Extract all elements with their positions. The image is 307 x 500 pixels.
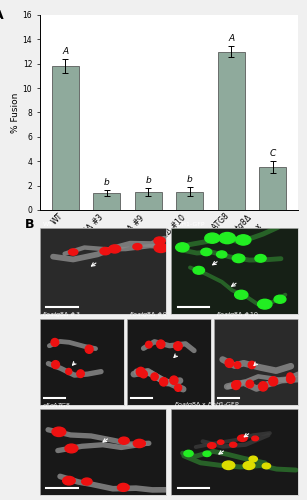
- Circle shape: [235, 290, 248, 300]
- Text: C: C: [270, 149, 276, 158]
- Circle shape: [184, 450, 193, 456]
- Circle shape: [248, 362, 255, 368]
- Circle shape: [170, 376, 178, 384]
- Circle shape: [230, 442, 237, 447]
- Text: b: b: [104, 178, 110, 188]
- Circle shape: [65, 444, 78, 453]
- Circle shape: [249, 456, 257, 462]
- Circle shape: [157, 340, 165, 348]
- Circle shape: [68, 249, 78, 255]
- Circle shape: [66, 368, 72, 374]
- Circle shape: [151, 373, 158, 380]
- Circle shape: [208, 442, 216, 448]
- Circle shape: [63, 476, 75, 485]
- Circle shape: [234, 380, 241, 388]
- Circle shape: [193, 266, 204, 274]
- Circle shape: [225, 358, 234, 368]
- Bar: [218, 52, 245, 210]
- Circle shape: [222, 461, 235, 469]
- Bar: [93, 194, 120, 210]
- Text: $\it{Foatg8\Delta}$ #9: $\it{Foatg8\Delta}$ #9: [129, 310, 167, 318]
- Circle shape: [82, 478, 92, 485]
- Circle shape: [154, 244, 168, 252]
- Circle shape: [175, 384, 182, 392]
- Text: A: A: [0, 9, 3, 22]
- Circle shape: [154, 237, 165, 244]
- Text: $\it{Foatg8\Delta}$ #10: $\it{Foatg8\Delta}$ #10: [216, 310, 258, 318]
- Circle shape: [216, 251, 227, 258]
- Circle shape: [287, 373, 293, 380]
- Bar: [52, 66, 79, 210]
- Text: $\it{Foatg8\Delta}$ #3: $\it{Foatg8\Delta}$ #3: [41, 310, 80, 318]
- Bar: [134, 192, 161, 210]
- Circle shape: [77, 370, 84, 378]
- Circle shape: [52, 427, 66, 436]
- Circle shape: [160, 378, 168, 386]
- Circle shape: [119, 437, 129, 444]
- Text: B: B: [25, 218, 34, 231]
- Text: b: b: [145, 176, 151, 185]
- Circle shape: [174, 342, 182, 350]
- Text: b: b: [187, 174, 192, 184]
- Circle shape: [133, 244, 142, 250]
- Bar: [259, 167, 286, 210]
- Circle shape: [243, 462, 255, 469]
- Circle shape: [262, 463, 270, 469]
- Circle shape: [238, 435, 247, 442]
- Text: A: A: [228, 34, 234, 43]
- Circle shape: [100, 248, 111, 255]
- Circle shape: [232, 380, 240, 390]
- Y-axis label: % Fusion: % Fusion: [11, 92, 20, 132]
- Circle shape: [146, 342, 152, 348]
- Text: $\it{Foatg8\Delta}$ x $\it{FoH1}$-GFP: $\it{Foatg8\Delta}$ x $\it{FoH1}$-GFP: [174, 400, 240, 409]
- Text: FoH1-GFP: FoH1-GFP: [174, 222, 204, 227]
- Circle shape: [118, 484, 129, 492]
- Circle shape: [269, 376, 278, 386]
- Circle shape: [133, 440, 146, 448]
- Text: $\it{cFoATG8}$: $\it{cFoATG8}$: [42, 401, 72, 409]
- Text: WT: WT: [42, 222, 52, 227]
- Circle shape: [205, 233, 220, 243]
- Circle shape: [232, 254, 245, 262]
- Circle shape: [246, 380, 254, 388]
- Circle shape: [140, 370, 147, 378]
- Circle shape: [109, 245, 121, 253]
- Circle shape: [176, 243, 189, 252]
- Circle shape: [203, 451, 211, 456]
- Bar: [176, 192, 203, 210]
- Circle shape: [51, 338, 59, 346]
- Circle shape: [218, 440, 224, 444]
- Circle shape: [201, 248, 212, 256]
- Circle shape: [258, 382, 268, 391]
- Circle shape: [136, 368, 145, 376]
- Circle shape: [252, 436, 258, 440]
- Circle shape: [52, 360, 60, 368]
- Circle shape: [234, 362, 241, 368]
- Circle shape: [258, 300, 272, 309]
- Circle shape: [219, 232, 235, 243]
- Circle shape: [255, 254, 266, 262]
- Circle shape: [286, 375, 295, 384]
- Circle shape: [236, 235, 251, 245]
- Text: A: A: [62, 47, 68, 56]
- Circle shape: [85, 345, 93, 354]
- Circle shape: [274, 295, 286, 303]
